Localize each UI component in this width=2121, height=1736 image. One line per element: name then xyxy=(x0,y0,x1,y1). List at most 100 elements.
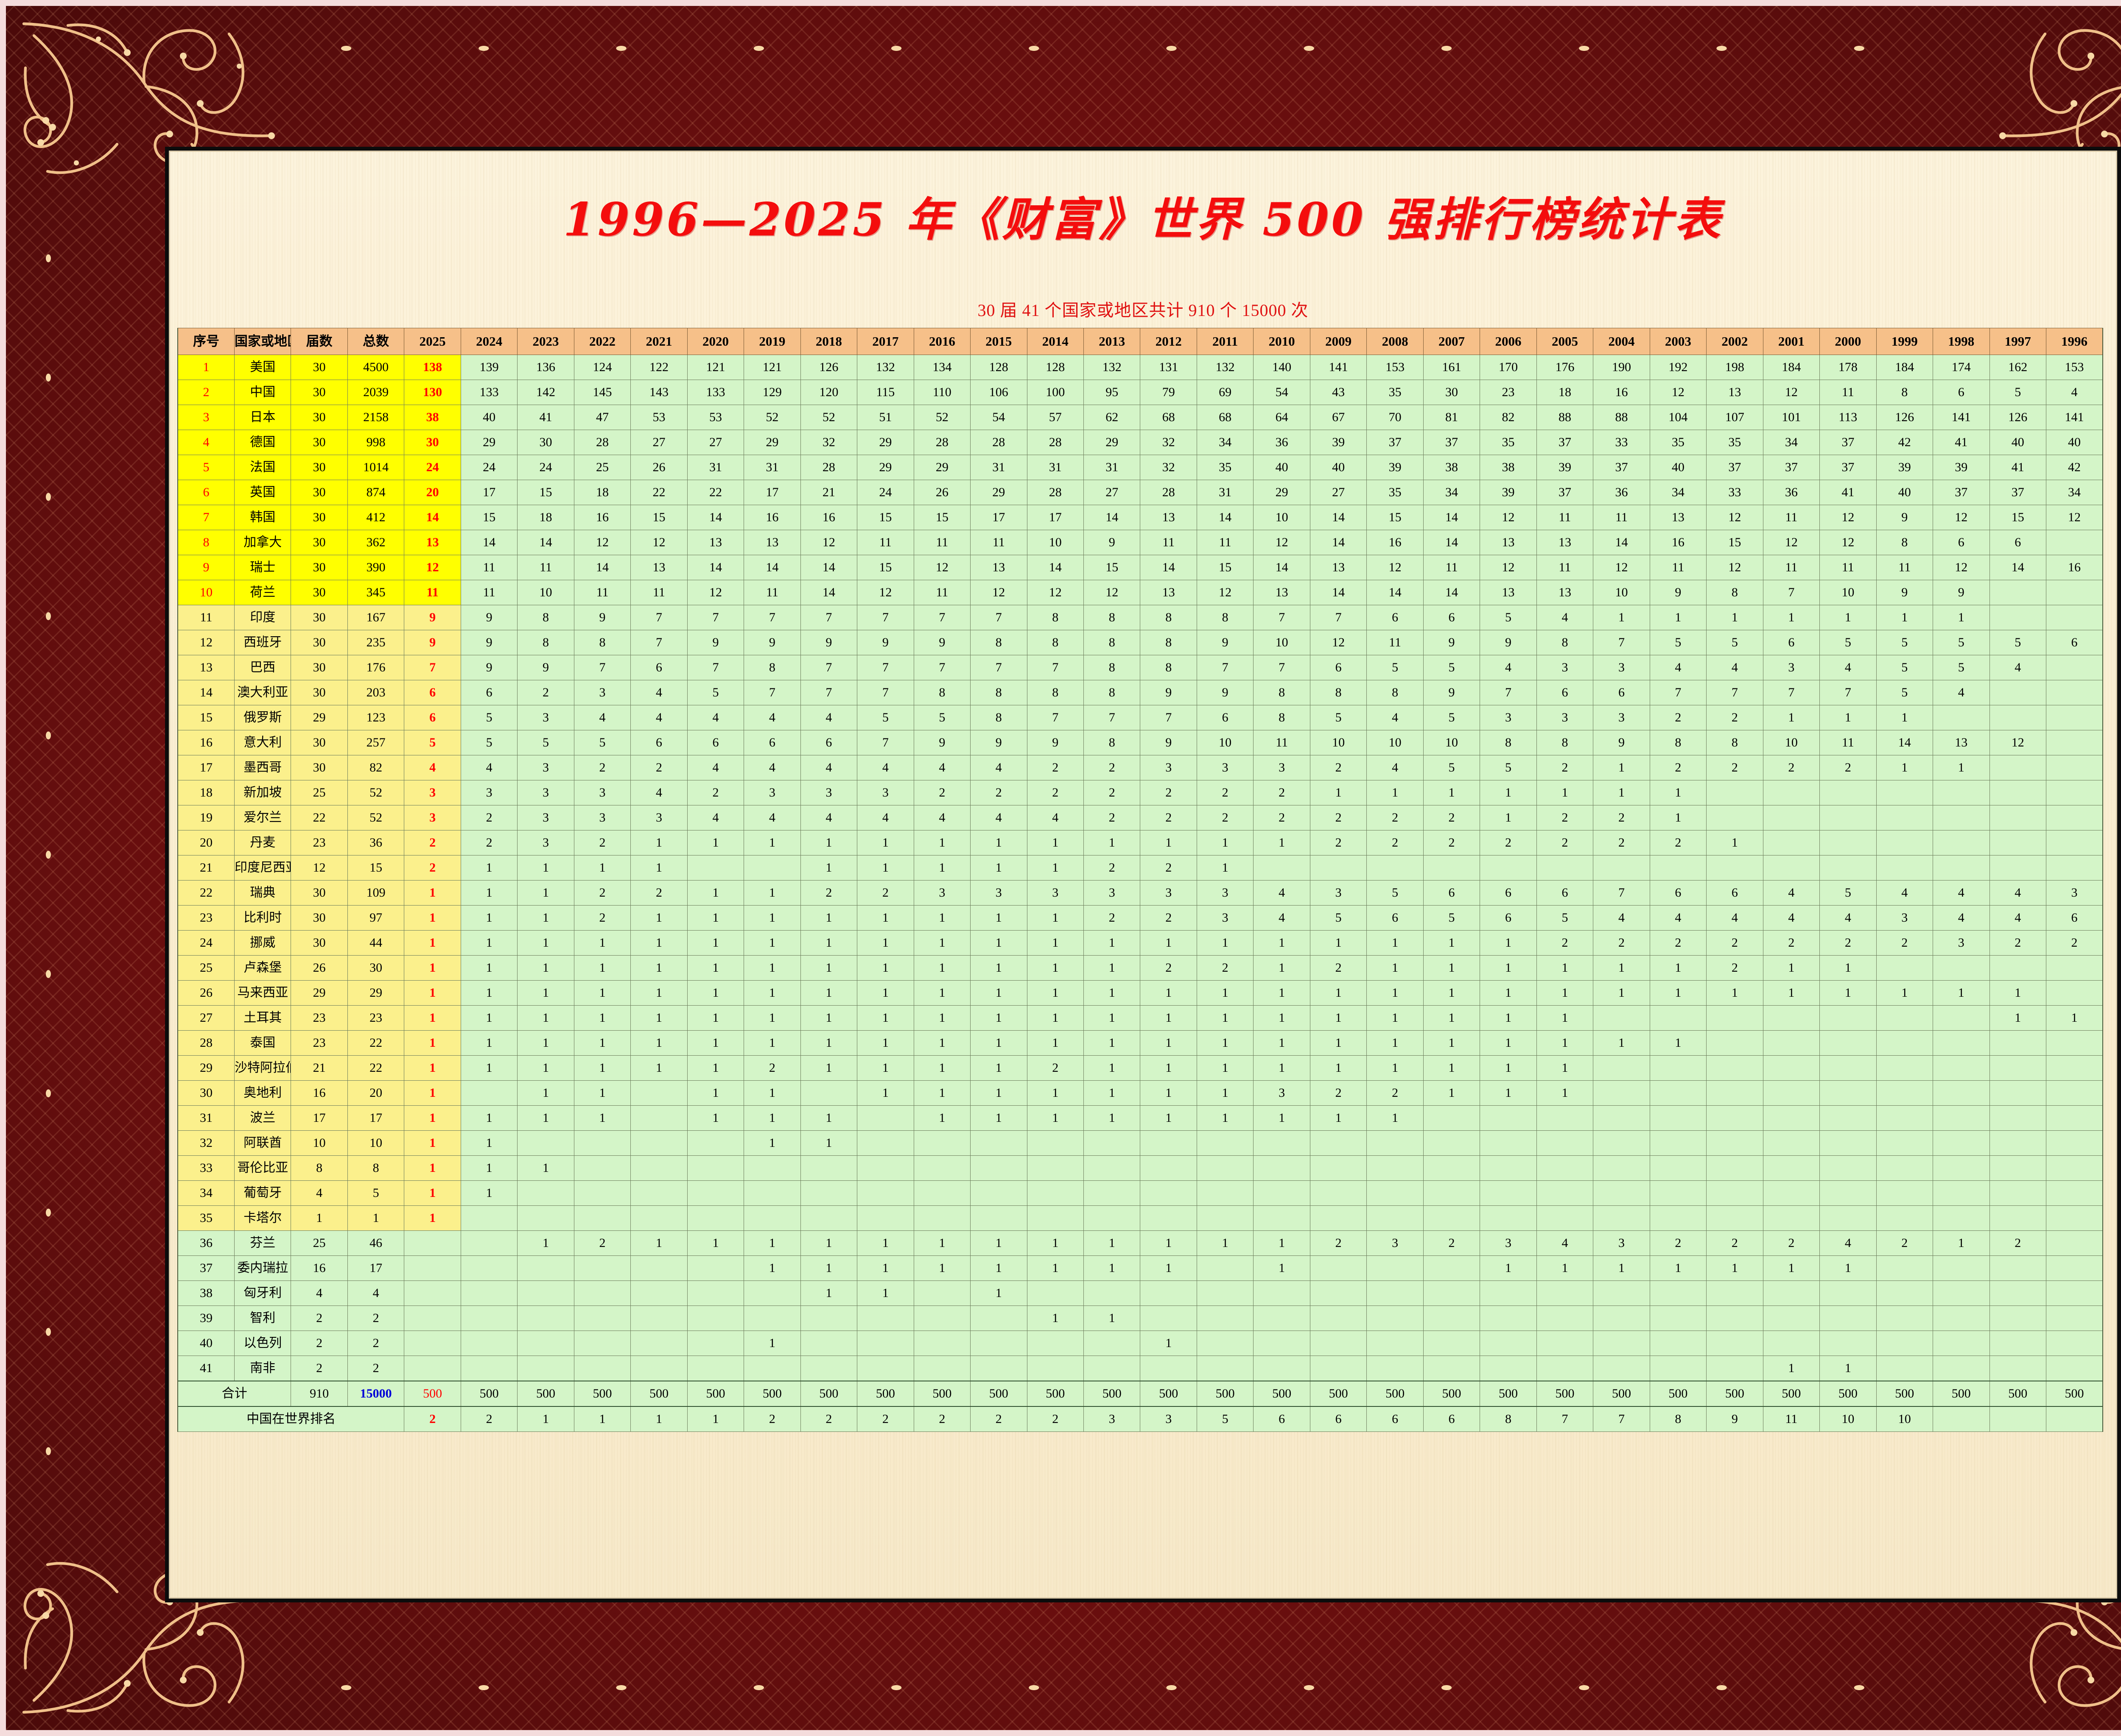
value-2006: 1 xyxy=(1480,955,1537,981)
value-2016: 1 xyxy=(913,1055,971,1081)
value-2012: 2 xyxy=(1140,780,1197,805)
value-2008: 5 xyxy=(1366,880,1424,906)
value-2004: 10 xyxy=(1593,580,1650,605)
value-1999 xyxy=(1876,1080,1934,1106)
row-index: 5 xyxy=(177,455,235,480)
value-2002: 4 xyxy=(1706,655,1763,680)
summary-value-1998: 500 xyxy=(1933,1381,1990,1407)
value-2013: 1 xyxy=(1083,1305,1141,1331)
value-2005 xyxy=(1536,1105,1594,1131)
appearance-count: 25 xyxy=(291,1230,348,1256)
value-1996 xyxy=(2045,655,2103,680)
value-2003: 1 xyxy=(1649,1030,1707,1056)
value-2013: 132 xyxy=(1083,355,1141,380)
value-2007 xyxy=(1423,1280,1480,1306)
value-1998: 5 xyxy=(1933,655,1990,680)
value-2020 xyxy=(687,1305,744,1331)
total-count: 362 xyxy=(347,530,405,555)
value-2025: 2 xyxy=(404,855,461,881)
table-row: 19 爱尔兰 22 52 3 2 3 3 3 4 4 4 4 4 4 4 2 2 2 2 2 2 2 1 2 2 1 xyxy=(177,805,2103,830)
value-2004 xyxy=(1593,1356,1650,1381)
value-2005: 1 xyxy=(1536,1005,1594,1031)
value-2010: 10 xyxy=(1253,505,1310,530)
appearance-count: 4 xyxy=(291,1180,348,1206)
value-1997: 41 xyxy=(1989,455,2046,480)
value-2005: 6 xyxy=(1536,880,1594,906)
value-2010: 29 xyxy=(1253,480,1310,505)
value-2018: 28 xyxy=(800,455,858,480)
column-header-name: 国家或地区 xyxy=(234,328,291,355)
column-header-year-2008: 2008 xyxy=(1366,328,1424,355)
value-2005 xyxy=(1536,1331,1594,1356)
table-row: 31 波兰 17 17 1 1 1 1 1 1 1 1 1 1 1 1 1 1 1 1 xyxy=(177,1105,2103,1131)
column-header-idx: 序号 xyxy=(177,328,235,355)
value-2012: 32 xyxy=(1140,430,1197,455)
value-2016 xyxy=(913,1356,971,1381)
value-2014: 28 xyxy=(1027,480,1084,505)
value-2010: 54 xyxy=(1253,380,1310,405)
row-index: 36 xyxy=(177,1230,235,1256)
column-header-year-2024: 2024 xyxy=(460,328,518,355)
value-2006: 82 xyxy=(1480,405,1537,430)
value-2004: 36 xyxy=(1593,480,1650,505)
summary-value-2010: 500 xyxy=(1253,1381,1310,1407)
value-2007: 11 xyxy=(1423,555,1480,580)
value-2020: 1 xyxy=(687,905,744,931)
value-2025 xyxy=(404,1280,461,1306)
value-2002: 4 xyxy=(1706,905,1763,931)
value-2025: 6 xyxy=(404,680,461,705)
value-2010: 13 xyxy=(1253,580,1310,605)
value-2018: 16 xyxy=(800,505,858,530)
value-2007: 1 xyxy=(1423,1080,1480,1106)
value-2019: 29 xyxy=(744,430,801,455)
table-row: 9 瑞士 30 390 12 11 11 14 13 14 14 14 15 12 13 14 15 14 15 14… xyxy=(177,555,2103,580)
value-2018: 1 xyxy=(800,1230,858,1256)
value-2025: 130 xyxy=(404,380,461,405)
value-2015 xyxy=(970,1155,1027,1181)
value-1997: 2 xyxy=(1989,1230,2046,1256)
country-name: 泰国 xyxy=(234,1030,291,1056)
china-rank-2022: 1 xyxy=(574,1406,631,1432)
value-2024: 1 xyxy=(460,1105,518,1131)
value-2015: 31 xyxy=(970,455,1027,480)
value-2018: 1 xyxy=(800,1105,858,1131)
value-2016: 12 xyxy=(913,555,971,580)
value-1996 xyxy=(2045,755,2103,780)
value-2005: 1 xyxy=(1536,955,1594,981)
value-2008 xyxy=(1366,1255,1424,1281)
value-2009 xyxy=(1310,855,1367,881)
value-2007: 1 xyxy=(1423,1055,1480,1081)
value-2006 xyxy=(1480,1356,1537,1381)
appearance-count: 29 xyxy=(291,705,348,730)
row-index: 8 xyxy=(177,530,235,555)
value-1997 xyxy=(1989,680,2046,705)
value-1999: 184 xyxy=(1876,355,1934,380)
value-2022 xyxy=(574,1356,631,1381)
value-2005: 11 xyxy=(1536,505,1594,530)
table-row: 33 哥伦比亚 8 8 1 1 1 xyxy=(177,1155,2103,1181)
value-2001: 4 xyxy=(1763,905,1820,931)
country-name: 智利 xyxy=(234,1305,291,1331)
value-2024: 1 xyxy=(460,1155,518,1181)
value-1996: 153 xyxy=(2045,355,2103,380)
value-2016: 4 xyxy=(913,805,971,830)
value-2008: 1 xyxy=(1366,930,1424,956)
value-2003 xyxy=(1649,1305,1707,1331)
value-1998 xyxy=(1933,830,1990,855)
value-2024: 133 xyxy=(460,380,518,405)
value-2006 xyxy=(1480,1155,1537,1181)
value-2002 xyxy=(1706,855,1763,881)
value-2022: 124 xyxy=(574,355,631,380)
row-index: 1 xyxy=(177,355,235,380)
value-2005: 2 xyxy=(1536,930,1594,956)
value-2004: 2 xyxy=(1593,830,1650,855)
value-1996: 2 xyxy=(2045,930,2103,956)
value-2018 xyxy=(800,1205,858,1231)
value-2000: 11 xyxy=(1819,380,1877,405)
value-2006: 3 xyxy=(1480,1230,1537,1256)
value-2010: 7 xyxy=(1253,655,1310,680)
value-2002 xyxy=(1706,780,1763,805)
value-2000 xyxy=(1819,805,1877,830)
value-1999 xyxy=(1876,1030,1934,1056)
value-2000: 4 xyxy=(1819,655,1877,680)
